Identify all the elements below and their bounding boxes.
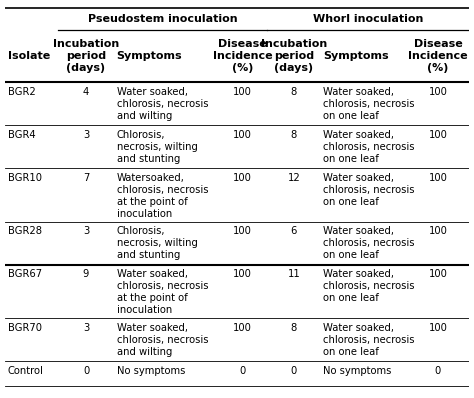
Text: No symptoms: No symptoms: [323, 366, 392, 376]
Text: Incubation
period
(days): Incubation period (days): [261, 39, 327, 73]
Text: 6: 6: [291, 226, 297, 236]
Text: BGR70: BGR70: [8, 323, 42, 333]
Text: Watersoaked,
chlorosis, necrosis
at the point of
inoculation: Watersoaked, chlorosis, necrosis at the …: [117, 173, 208, 219]
Text: 8: 8: [291, 86, 297, 96]
Text: 8: 8: [291, 130, 297, 140]
Text: 100: 100: [428, 226, 447, 236]
Text: 100: 100: [428, 269, 447, 279]
Text: Water soaked,
chlorosis, necrosis
on one leaf: Water soaked, chlorosis, necrosis on one…: [323, 323, 415, 357]
Text: 3: 3: [83, 130, 89, 140]
Text: 100: 100: [233, 86, 252, 96]
Text: Chlorosis,
necrosis, wilting
and stunting: Chlorosis, necrosis, wilting and stuntin…: [117, 130, 198, 164]
Text: BGR67: BGR67: [8, 269, 42, 279]
Text: BGR28: BGR28: [8, 226, 42, 236]
Text: 100: 100: [233, 226, 252, 236]
Text: 0: 0: [240, 366, 246, 376]
Text: Water soaked,
chlorosis, necrosis
at the point of
inoculation: Water soaked, chlorosis, necrosis at the…: [117, 269, 208, 315]
Text: Water soaked,
chlorosis, necrosis
and wilting: Water soaked, chlorosis, necrosis and wi…: [117, 86, 208, 121]
Text: 8: 8: [291, 323, 297, 333]
Text: BGR4: BGR4: [8, 130, 35, 140]
Text: 12: 12: [288, 173, 300, 183]
Text: 100: 100: [233, 269, 252, 279]
Text: 0: 0: [83, 366, 89, 376]
Text: 100: 100: [233, 130, 252, 140]
Text: Incubation
period
(days): Incubation period (days): [53, 39, 119, 73]
Text: 3: 3: [83, 226, 89, 236]
Text: 11: 11: [288, 269, 300, 279]
Text: 9: 9: [83, 269, 89, 279]
Text: 100: 100: [428, 323, 447, 333]
Text: 100: 100: [233, 323, 252, 333]
Text: Control: Control: [8, 366, 44, 376]
Text: Isolate: Isolate: [8, 51, 50, 61]
Text: No symptoms: No symptoms: [117, 366, 185, 376]
Text: BGR2: BGR2: [8, 86, 35, 96]
Text: Disease
Incidence
(%): Disease Incidence (%): [213, 39, 273, 73]
Text: Water soaked,
chlorosis, necrosis
on one leaf: Water soaked, chlorosis, necrosis on one…: [323, 130, 415, 164]
Text: Water soaked,
chlorosis, necrosis
and wilting: Water soaked, chlorosis, necrosis and wi…: [117, 323, 208, 357]
Text: 3: 3: [83, 323, 89, 333]
Text: Whorl inoculation: Whorl inoculation: [313, 14, 423, 24]
Text: Water soaked,
chlorosis, necrosis
on one leaf: Water soaked, chlorosis, necrosis on one…: [323, 86, 415, 121]
Text: Water soaked,
chlorosis, necrosis
on one leaf: Water soaked, chlorosis, necrosis on one…: [323, 173, 415, 207]
Text: Water soaked,
chlorosis, necrosis
on one leaf: Water soaked, chlorosis, necrosis on one…: [323, 226, 415, 260]
Text: 4: 4: [83, 86, 89, 96]
Text: 7: 7: [83, 173, 89, 183]
Text: 0: 0: [291, 366, 297, 376]
Text: 0: 0: [435, 366, 441, 376]
Text: Symptoms: Symptoms: [323, 51, 389, 61]
Text: Pseudostem inoculation: Pseudostem inoculation: [88, 14, 237, 24]
Text: 100: 100: [233, 173, 252, 183]
Text: Symptoms: Symptoms: [117, 51, 182, 61]
Text: BGR10: BGR10: [8, 173, 42, 183]
Text: 100: 100: [428, 86, 447, 96]
Text: Chlorosis,
necrosis, wilting
and stunting: Chlorosis, necrosis, wilting and stuntin…: [117, 226, 198, 260]
Text: 100: 100: [428, 173, 447, 183]
Text: Water soaked,
chlorosis, necrosis
on one leaf: Water soaked, chlorosis, necrosis on one…: [323, 269, 415, 303]
Text: Disease
Incidence
(%): Disease Incidence (%): [408, 39, 468, 73]
Text: 100: 100: [428, 130, 447, 140]
